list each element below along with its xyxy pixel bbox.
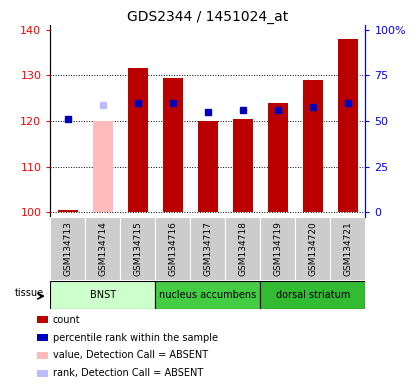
Text: GSM134717: GSM134717	[203, 221, 213, 276]
Text: count: count	[52, 315, 80, 325]
Bar	[121, 217, 155, 280]
Bar	[198, 121, 218, 212]
Bar	[155, 217, 190, 280]
Bar	[85, 217, 121, 280]
Title: GDS2344 / 1451024_at: GDS2344 / 1451024_at	[127, 10, 289, 24]
Text: GSM134714: GSM134714	[98, 221, 108, 276]
Text: nucleus accumbens: nucleus accumbens	[159, 290, 257, 300]
Bar	[37, 316, 48, 323]
Bar	[260, 281, 365, 309]
Bar	[50, 281, 155, 309]
Text: percentile rank within the sample: percentile rank within the sample	[52, 333, 218, 343]
Bar	[37, 352, 48, 359]
Bar	[190, 217, 226, 280]
Bar	[268, 103, 288, 212]
Bar	[58, 210, 78, 212]
Text: dorsal striatum: dorsal striatum	[276, 290, 350, 300]
Bar	[37, 370, 48, 377]
Bar	[226, 217, 260, 280]
Text: value, Detection Call = ABSENT: value, Detection Call = ABSENT	[52, 351, 208, 361]
Bar	[303, 80, 323, 212]
Bar	[37, 334, 48, 341]
Text: tissue: tissue	[15, 288, 44, 298]
Text: GSM134715: GSM134715	[134, 221, 142, 276]
Bar	[331, 217, 365, 280]
Text: BNST: BNST	[90, 290, 116, 300]
Text: GSM134720: GSM134720	[308, 221, 318, 276]
Text: GSM134719: GSM134719	[273, 221, 282, 276]
Text: GSM134718: GSM134718	[239, 221, 247, 276]
Bar	[260, 217, 295, 280]
Bar	[338, 39, 357, 212]
Text: GSM134721: GSM134721	[344, 221, 352, 276]
Bar	[93, 121, 113, 212]
Text: GSM134713: GSM134713	[63, 221, 72, 276]
Bar	[155, 281, 260, 309]
Bar	[233, 119, 252, 212]
Text: rank, Detection Call = ABSENT: rank, Detection Call = ABSENT	[52, 368, 203, 378]
Bar	[163, 78, 183, 212]
Text: GSM134716: GSM134716	[168, 221, 177, 276]
Bar	[128, 68, 147, 212]
Bar	[50, 217, 85, 280]
Bar	[295, 217, 331, 280]
